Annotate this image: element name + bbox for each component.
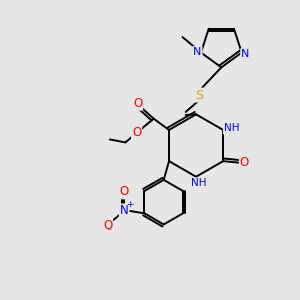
Text: N: N [241,49,249,59]
Text: N: N [120,204,129,218]
Text: S: S [195,88,203,101]
Text: NH: NH [191,178,206,188]
Text: O: O [240,156,249,169]
Text: N: N [193,47,202,57]
Text: ⁻: ⁻ [106,227,112,237]
Text: NH: NH [224,124,239,134]
Text: O: O [103,219,112,232]
Text: O: O [132,126,141,140]
Text: +: + [126,200,133,209]
Text: O: O [133,97,142,110]
Text: O: O [120,185,129,198]
